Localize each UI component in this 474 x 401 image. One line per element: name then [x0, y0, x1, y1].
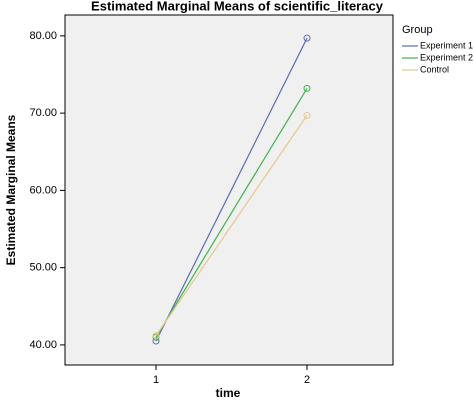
- y-axis-label: Estimated Marginal Means: [4, 114, 18, 265]
- y-tick-label: 70.00: [29, 107, 57, 119]
- legend-title: Group: [402, 24, 433, 36]
- legend-label: Experiment 1: [420, 40, 473, 50]
- x-tick-label: 2: [304, 374, 310, 386]
- point: [303, 34, 311, 42]
- y-tick-label: 80.00: [29, 30, 57, 42]
- y-tick-label: 50.00: [29, 262, 57, 274]
- x-tick-label: 1: [153, 374, 159, 386]
- series-line: [155, 115, 308, 336]
- point: [152, 337, 160, 345]
- legend-label: Experiment 2: [420, 52, 473, 62]
- y-tick-label: 60.00: [29, 184, 57, 196]
- point: [152, 332, 160, 340]
- series-line: [155, 88, 308, 338]
- chart-title: Estimated Marginal Means of scientific_l…: [91, 0, 384, 13]
- point: [303, 111, 311, 119]
- legend-label: Control: [420, 64, 449, 74]
- x-axis-label: time: [216, 386, 241, 400]
- point: [303, 84, 311, 92]
- series-line: [155, 37, 308, 342]
- plot-area: [64, 14, 394, 366]
- y-tick-label: 40.00: [29, 339, 57, 351]
